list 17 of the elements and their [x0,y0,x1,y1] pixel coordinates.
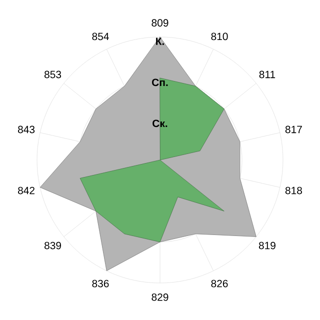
y-tick-label: К. [156,38,164,45]
spoke-label: 854 [92,32,109,40]
spoke-label: 853 [44,70,62,78]
spoke-label: 826 [211,280,228,288]
spoke-label: 809 [152,19,168,27]
spoke-label: 811 [259,70,276,78]
spoke-label: 836 [92,280,109,288]
spoke-label: 843 [18,126,35,134]
spoke-label: 839 [44,242,61,250]
spoke-label: 829 [152,293,168,301]
spoke-label: 810 [211,32,228,40]
spoke-label: 842 [18,186,34,194]
spoke-label: 818 [285,186,302,194]
y-tick-label: Ск. [152,120,168,128]
y-tick-label: Сп. [152,78,168,86]
spoke-label: 819 [258,242,276,250]
spoke-label: 817 [285,126,302,134]
